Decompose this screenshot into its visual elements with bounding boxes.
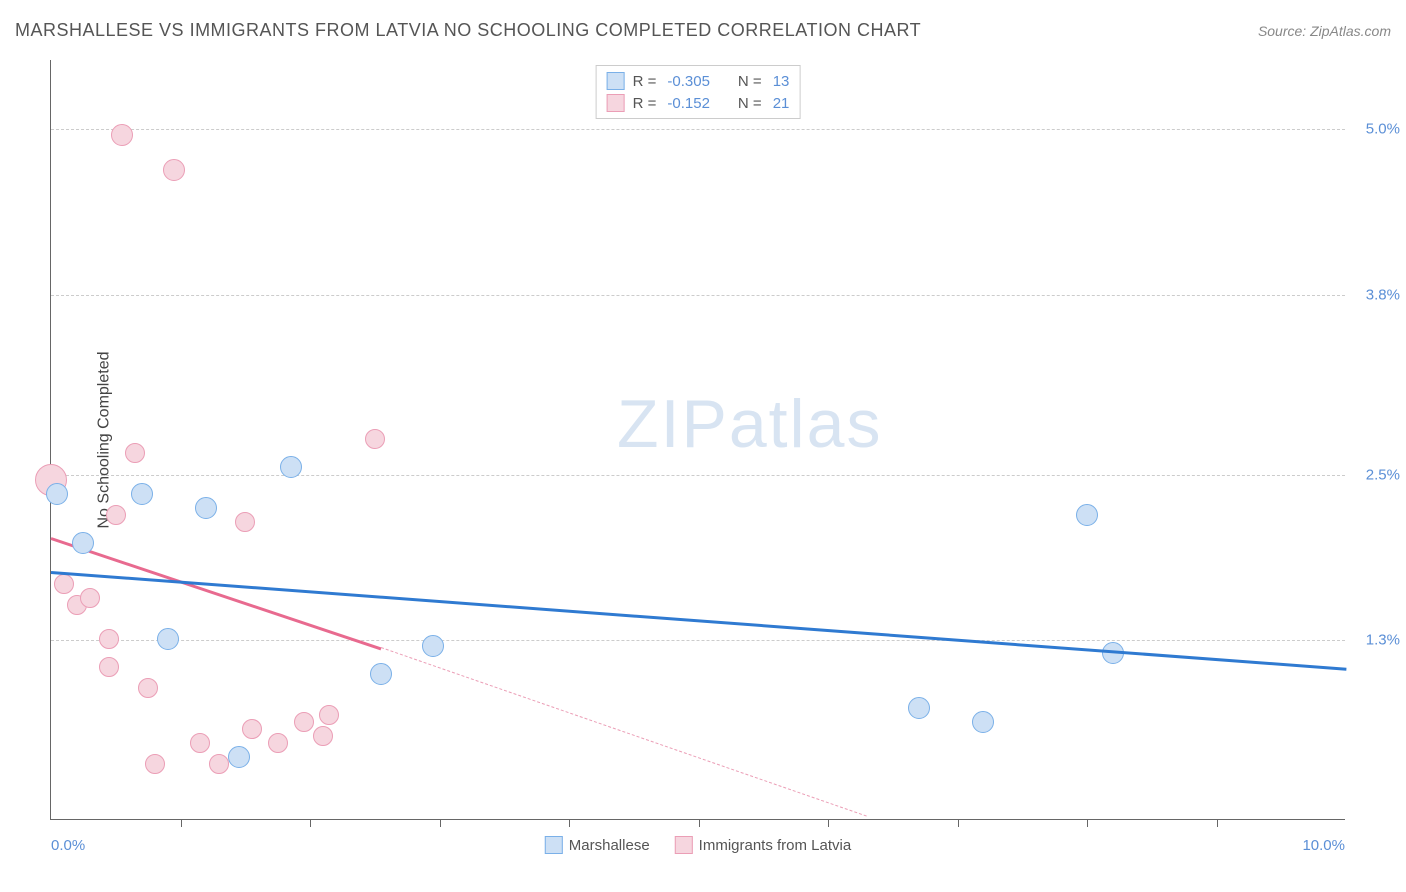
data-point <box>111 124 133 146</box>
n-value-0: 13 <box>773 73 790 90</box>
data-point <box>80 588 100 608</box>
data-point <box>99 657 119 677</box>
data-point <box>242 719 262 739</box>
n-label: N = <box>738 73 762 90</box>
trend-line <box>381 647 867 817</box>
r-label: R = <box>633 73 657 90</box>
x-tick <box>310 819 311 827</box>
n-value-1: 21 <box>773 95 790 112</box>
swatch-series-0 <box>545 836 563 854</box>
data-point <box>228 746 250 768</box>
data-point <box>422 635 444 657</box>
grid-line <box>51 129 1345 130</box>
x-max-label: 10.0% <box>1302 837 1345 854</box>
data-point <box>106 505 126 525</box>
grid-line <box>51 295 1345 296</box>
r-value-1: -0.152 <box>667 95 710 112</box>
y-tick-label: 1.3% <box>1366 632 1400 649</box>
x-tick <box>699 819 700 827</box>
x-tick <box>1217 819 1218 827</box>
swatch-series-1 <box>675 836 693 854</box>
data-point <box>908 697 930 719</box>
data-point <box>209 754 229 774</box>
data-point <box>370 663 392 685</box>
data-point <box>157 628 179 650</box>
bottom-legend: Marshallese Immigrants from Latvia <box>545 836 851 854</box>
data-point <box>190 733 210 753</box>
n-label: N = <box>738 95 762 112</box>
swatch-series-1 <box>607 94 625 112</box>
r-value-0: -0.305 <box>667 73 710 90</box>
data-point <box>195 497 217 519</box>
data-point <box>145 754 165 774</box>
y-axis-title: No Schooling Completed <box>96 351 114 528</box>
trend-line <box>51 571 1346 671</box>
data-point <box>319 705 339 725</box>
x-tick <box>828 819 829 827</box>
grid-line <box>51 475 1345 476</box>
legend-item-0: Marshallese <box>545 836 650 854</box>
source-label: Source: ZipAtlas.com <box>1258 23 1391 39</box>
stats-row-0: R = -0.305 N = 13 <box>607 70 790 92</box>
stats-legend-box: R = -0.305 N = 13 R = -0.152 N = 21 <box>596 65 801 119</box>
x-tick <box>569 819 570 827</box>
chart-plot-area: No Schooling Completed ZIPatlas R = -0.3… <box>50 60 1345 820</box>
data-point <box>131 483 153 505</box>
legend-item-1: Immigrants from Latvia <box>675 836 852 854</box>
data-point <box>46 483 68 505</box>
series-name-1: Immigrants from Latvia <box>699 837 852 854</box>
grid-line <box>51 640 1345 641</box>
y-tick-label: 3.8% <box>1366 286 1400 303</box>
data-point <box>54 574 74 594</box>
data-point <box>1076 504 1098 526</box>
data-point <box>99 629 119 649</box>
chart-title: MARSHALLESE VS IMMIGRANTS FROM LATVIA NO… <box>15 20 921 41</box>
data-point <box>313 726 333 746</box>
y-tick-label: 5.0% <box>1366 121 1400 138</box>
x-tick <box>958 819 959 827</box>
x-min-label: 0.0% <box>51 837 85 854</box>
data-point <box>163 159 185 181</box>
data-point <box>72 532 94 554</box>
data-point <box>235 512 255 532</box>
y-tick-label: 2.5% <box>1366 466 1400 483</box>
data-point <box>294 712 314 732</box>
stats-row-1: R = -0.152 N = 21 <box>607 92 790 114</box>
x-tick <box>440 819 441 827</box>
series-name-0: Marshallese <box>569 837 650 854</box>
x-tick <box>181 819 182 827</box>
x-tick <box>1087 819 1088 827</box>
watermark-atlas: atlas <box>729 386 883 462</box>
data-point <box>125 443 145 463</box>
chart-header: MARSHALLESE VS IMMIGRANTS FROM LATVIA NO… <box>15 20 1391 41</box>
watermark-zip: ZIP <box>617 386 729 462</box>
data-point <box>280 456 302 478</box>
data-point <box>365 429 385 449</box>
data-point <box>972 711 994 733</box>
swatch-series-0 <box>607 72 625 90</box>
r-label: R = <box>633 95 657 112</box>
watermark: ZIPatlas <box>617 385 882 463</box>
data-point <box>138 678 158 698</box>
data-point <box>268 733 288 753</box>
